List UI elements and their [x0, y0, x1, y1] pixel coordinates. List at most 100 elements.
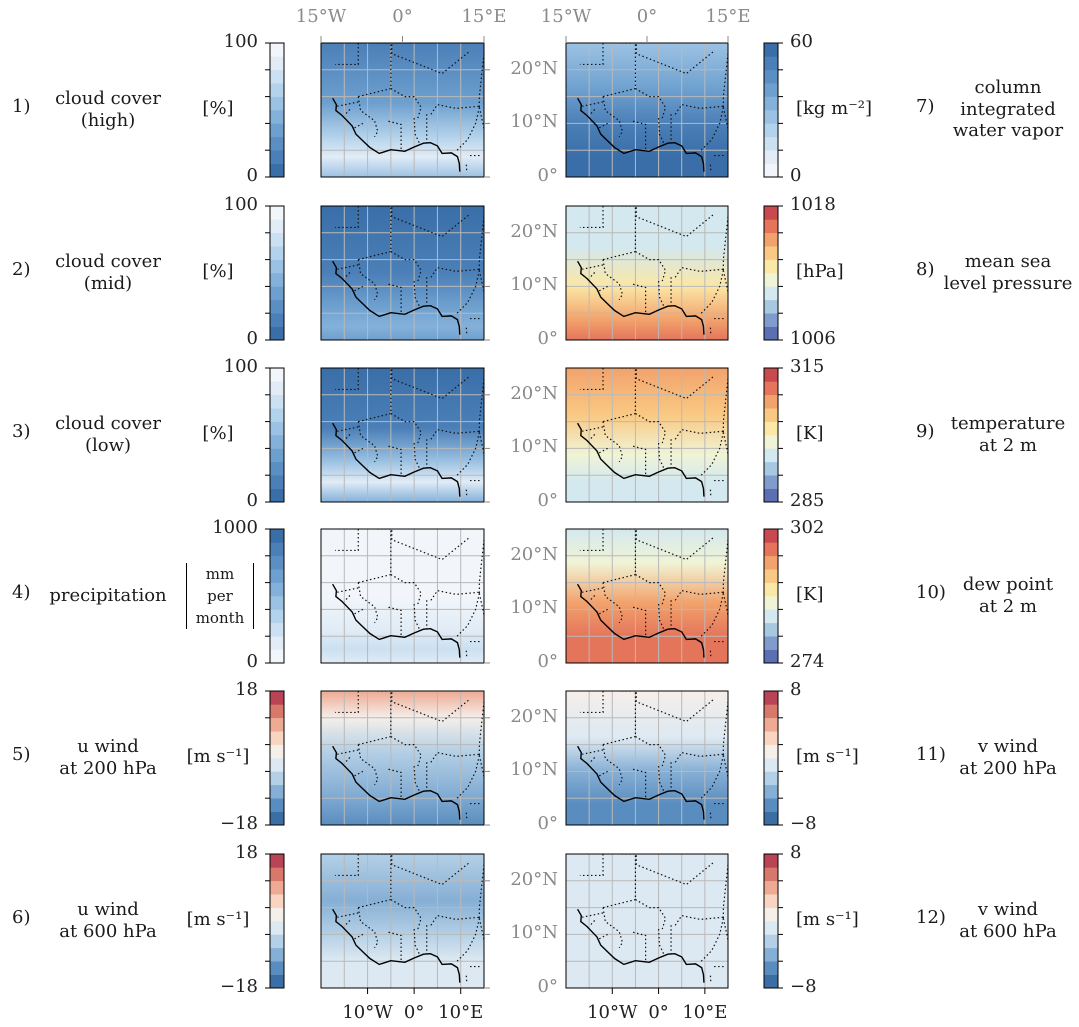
top-lon-tick-label: 15°W [295, 6, 347, 27]
colorbar-segment [764, 961, 778, 975]
country-border [657, 443, 665, 470]
colorbar-v600 [763, 853, 783, 989]
colorbar-segment [764, 542, 778, 557]
colorbar-segment [270, 894, 284, 908]
panel-title-line: at 200 hPa [59, 757, 157, 779]
country-border [579, 529, 604, 552]
country-border [390, 251, 422, 282]
colorbar-segment [270, 854, 284, 868]
colorbar-segment [764, 43, 778, 57]
colorbar-max-label: 100 [223, 194, 258, 215]
panel-title-line: at 600 hPa [59, 920, 157, 942]
country-border [632, 606, 647, 637]
colorbar-segment [764, 448, 778, 463]
panel-title-line: (high) [80, 109, 136, 131]
colorbar-segment [764, 867, 778, 882]
country-border [657, 118, 665, 145]
panel-title: mean sea level pressure [938, 251, 1078, 294]
colorbar-max-label: 1000 [212, 517, 258, 538]
country-border [388, 120, 402, 151]
lat-tick-label: 20°N [510, 382, 558, 404]
country-border [343, 434, 351, 441]
lat-tick-label: 20°N [510, 57, 558, 79]
country-border [674, 428, 724, 440]
colorbar-frame [269, 42, 285, 178]
panel-title-line: cloud cover [55, 413, 161, 434]
colorbar-segment [270, 636, 284, 650]
panel-title-line: water vapor [952, 120, 1064, 142]
lat-tick-label: 0° [537, 976, 558, 997]
country-border [430, 428, 480, 440]
country-border [430, 266, 480, 278]
panel-title-line: u wind [77, 736, 139, 757]
country-border [635, 736, 667, 767]
country-border [657, 929, 665, 956]
country-border [588, 757, 596, 764]
field-fill [321, 368, 484, 502]
colorbar-segment [270, 488, 284, 503]
panel-number: 5) [12, 744, 31, 765]
lat-tick-label: 10°N [510, 922, 558, 944]
country-border [674, 103, 724, 115]
country-border [413, 281, 421, 308]
bottom-lon-tick-label: 10°E [438, 1002, 484, 1023]
colorbar-v200 [763, 690, 783, 826]
country-border [455, 270, 480, 315]
panel-title-line: at 200 hPa [959, 757, 1057, 779]
panel-title-line: u wind [77, 899, 139, 920]
unit-label: [m s⁻¹] [796, 746, 859, 767]
bottom-lon-tick-label: 0° [403, 1002, 425, 1023]
colorbar-segment [270, 731, 284, 745]
panel-title: cloud cover (mid) [38, 251, 178, 294]
field-fill [321, 854, 484, 988]
colorbar-segment [270, 691, 284, 705]
field-fill [321, 691, 484, 825]
country-border [430, 914, 480, 926]
country-border [588, 109, 596, 116]
colorbar-segment [764, 596, 778, 610]
country-border [699, 270, 724, 315]
country-border [635, 574, 667, 605]
colorbar-segment [764, 435, 778, 449]
panel-number: 9) [916, 421, 935, 442]
country-border [632, 445, 647, 476]
colorbar-min-label: 0 [246, 165, 258, 186]
country-border [413, 443, 421, 470]
colorbar-segment [764, 394, 778, 409]
colorbar-segment [764, 704, 778, 719]
colorbar-segment [270, 56, 284, 71]
country-border [602, 744, 624, 786]
map-cwv [566, 43, 728, 177]
colorbar-segment [764, 758, 778, 772]
panel-title: v wind at 200 hPa [938, 736, 1078, 779]
country-border [357, 96, 379, 138]
country-border [390, 736, 422, 767]
colorbar-segment [764, 273, 778, 287]
colorbar-cwv [763, 42, 783, 178]
lat-tick-label: 10°N [510, 111, 558, 133]
colorbar-segment [764, 622, 778, 637]
panel-title: cloud cover (high) [38, 88, 178, 131]
colorbar-segment [270, 299, 284, 314]
country-border [413, 604, 421, 631]
colorbar-segment [270, 609, 284, 624]
colorbar-min-label: 274 [790, 651, 825, 672]
country-border [674, 589, 724, 601]
country-border [413, 766, 421, 793]
colorbar-segment [764, 934, 778, 949]
colorbar-precip [265, 528, 285, 664]
colorbar-frame [763, 528, 779, 664]
colorbar-segment [764, 649, 778, 664]
colorbar-u200 [265, 690, 285, 826]
colorbar-segment [270, 435, 284, 449]
panel-title-line: temperature [950, 413, 1066, 434]
colorbar-segment [270, 123, 284, 138]
colorbar-segment [270, 784, 284, 799]
coastline [576, 97, 705, 172]
country-border [343, 757, 351, 764]
lat-tick-label: 10°N [510, 597, 558, 619]
colorbar-segment [270, 246, 284, 260]
unit-label: [K] [796, 423, 824, 444]
panel-title-line: v wind [977, 736, 1039, 757]
